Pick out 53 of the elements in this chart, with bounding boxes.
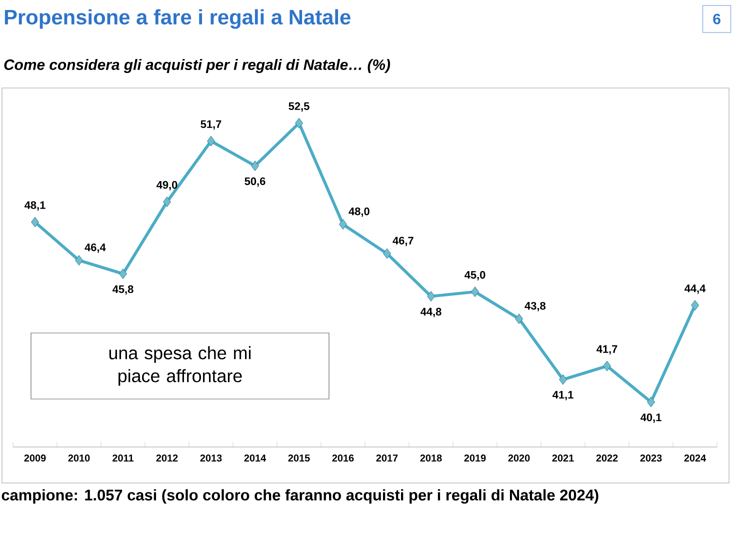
data-label: 52,5 (288, 102, 310, 112)
point (75, 255, 83, 266)
x-tick-label: 2012 (156, 454, 178, 462)
point (251, 160, 259, 172)
x-tick-label: 2014 (244, 454, 266, 462)
x-tick-label: 2024 (684, 454, 706, 462)
data-label: 43,8 (524, 302, 546, 312)
data-label: 45,0 (464, 270, 486, 280)
data-label: 51,7 (200, 120, 222, 130)
point (31, 216, 39, 228)
data-label: 50,6 (244, 177, 266, 187)
data-label: 45,8 (112, 285, 134, 295)
data-label: 40,1 (640, 414, 662, 423)
point (515, 314, 523, 324)
text: campione: 1.057 casi (solo coloro che faranno acquisti per i regali di Natale 2024) (2, 489, 598, 504)
data-label: 46,7 (392, 236, 414, 246)
x-tick-label: 2015 (288, 454, 310, 462)
x-tick-label: 2011 (112, 454, 134, 462)
x-tick-label: 2017 (376, 454, 398, 462)
point (163, 196, 171, 208)
x-tick-label: 2016 (332, 454, 354, 462)
text: 6 (713, 14, 720, 24)
data-label: 46,4 (84, 243, 106, 253)
point (471, 286, 479, 298)
x-tick-label: 2018 (420, 454, 442, 462)
x-tick-label: 2019 (464, 454, 486, 462)
x-tick-label: 2023 (640, 454, 662, 462)
point (295, 118, 303, 128)
point (383, 248, 391, 259)
data-label: 41,7 (596, 345, 618, 355)
point (119, 268, 127, 280)
x-tick-label: 2022 (596, 454, 618, 462)
point (339, 219, 347, 230)
x-tick-label: 2021 (552, 454, 574, 462)
data-label: 48,0 (348, 207, 370, 217)
x-tick-label: 2009 (24, 454, 46, 462)
annotation: una spesa che mi piace affrontare (109, 346, 251, 386)
x-tick-label: 2020 (508, 454, 530, 462)
data-label: 44,4 (684, 284, 706, 294)
chart-title: Propensione a fare i regali a Natale (4, 9, 350, 29)
data-label: 48,1 (24, 201, 46, 211)
data-label: 44,8 (420, 308, 442, 318)
point (207, 136, 215, 146)
point (427, 291, 435, 302)
x-tick-label: 2010 (68, 454, 90, 462)
data-label: 41,1 (552, 391, 574, 400)
chart-subtitle: Come considera gli acquisti per i regali di Natale… (%) (4, 59, 390, 73)
point (691, 300, 699, 311)
point (647, 396, 655, 408)
x-tick-label: 2013 (200, 454, 222, 462)
point (559, 374, 567, 385)
data-label: 49,0 (156, 181, 178, 190)
point (603, 360, 611, 372)
